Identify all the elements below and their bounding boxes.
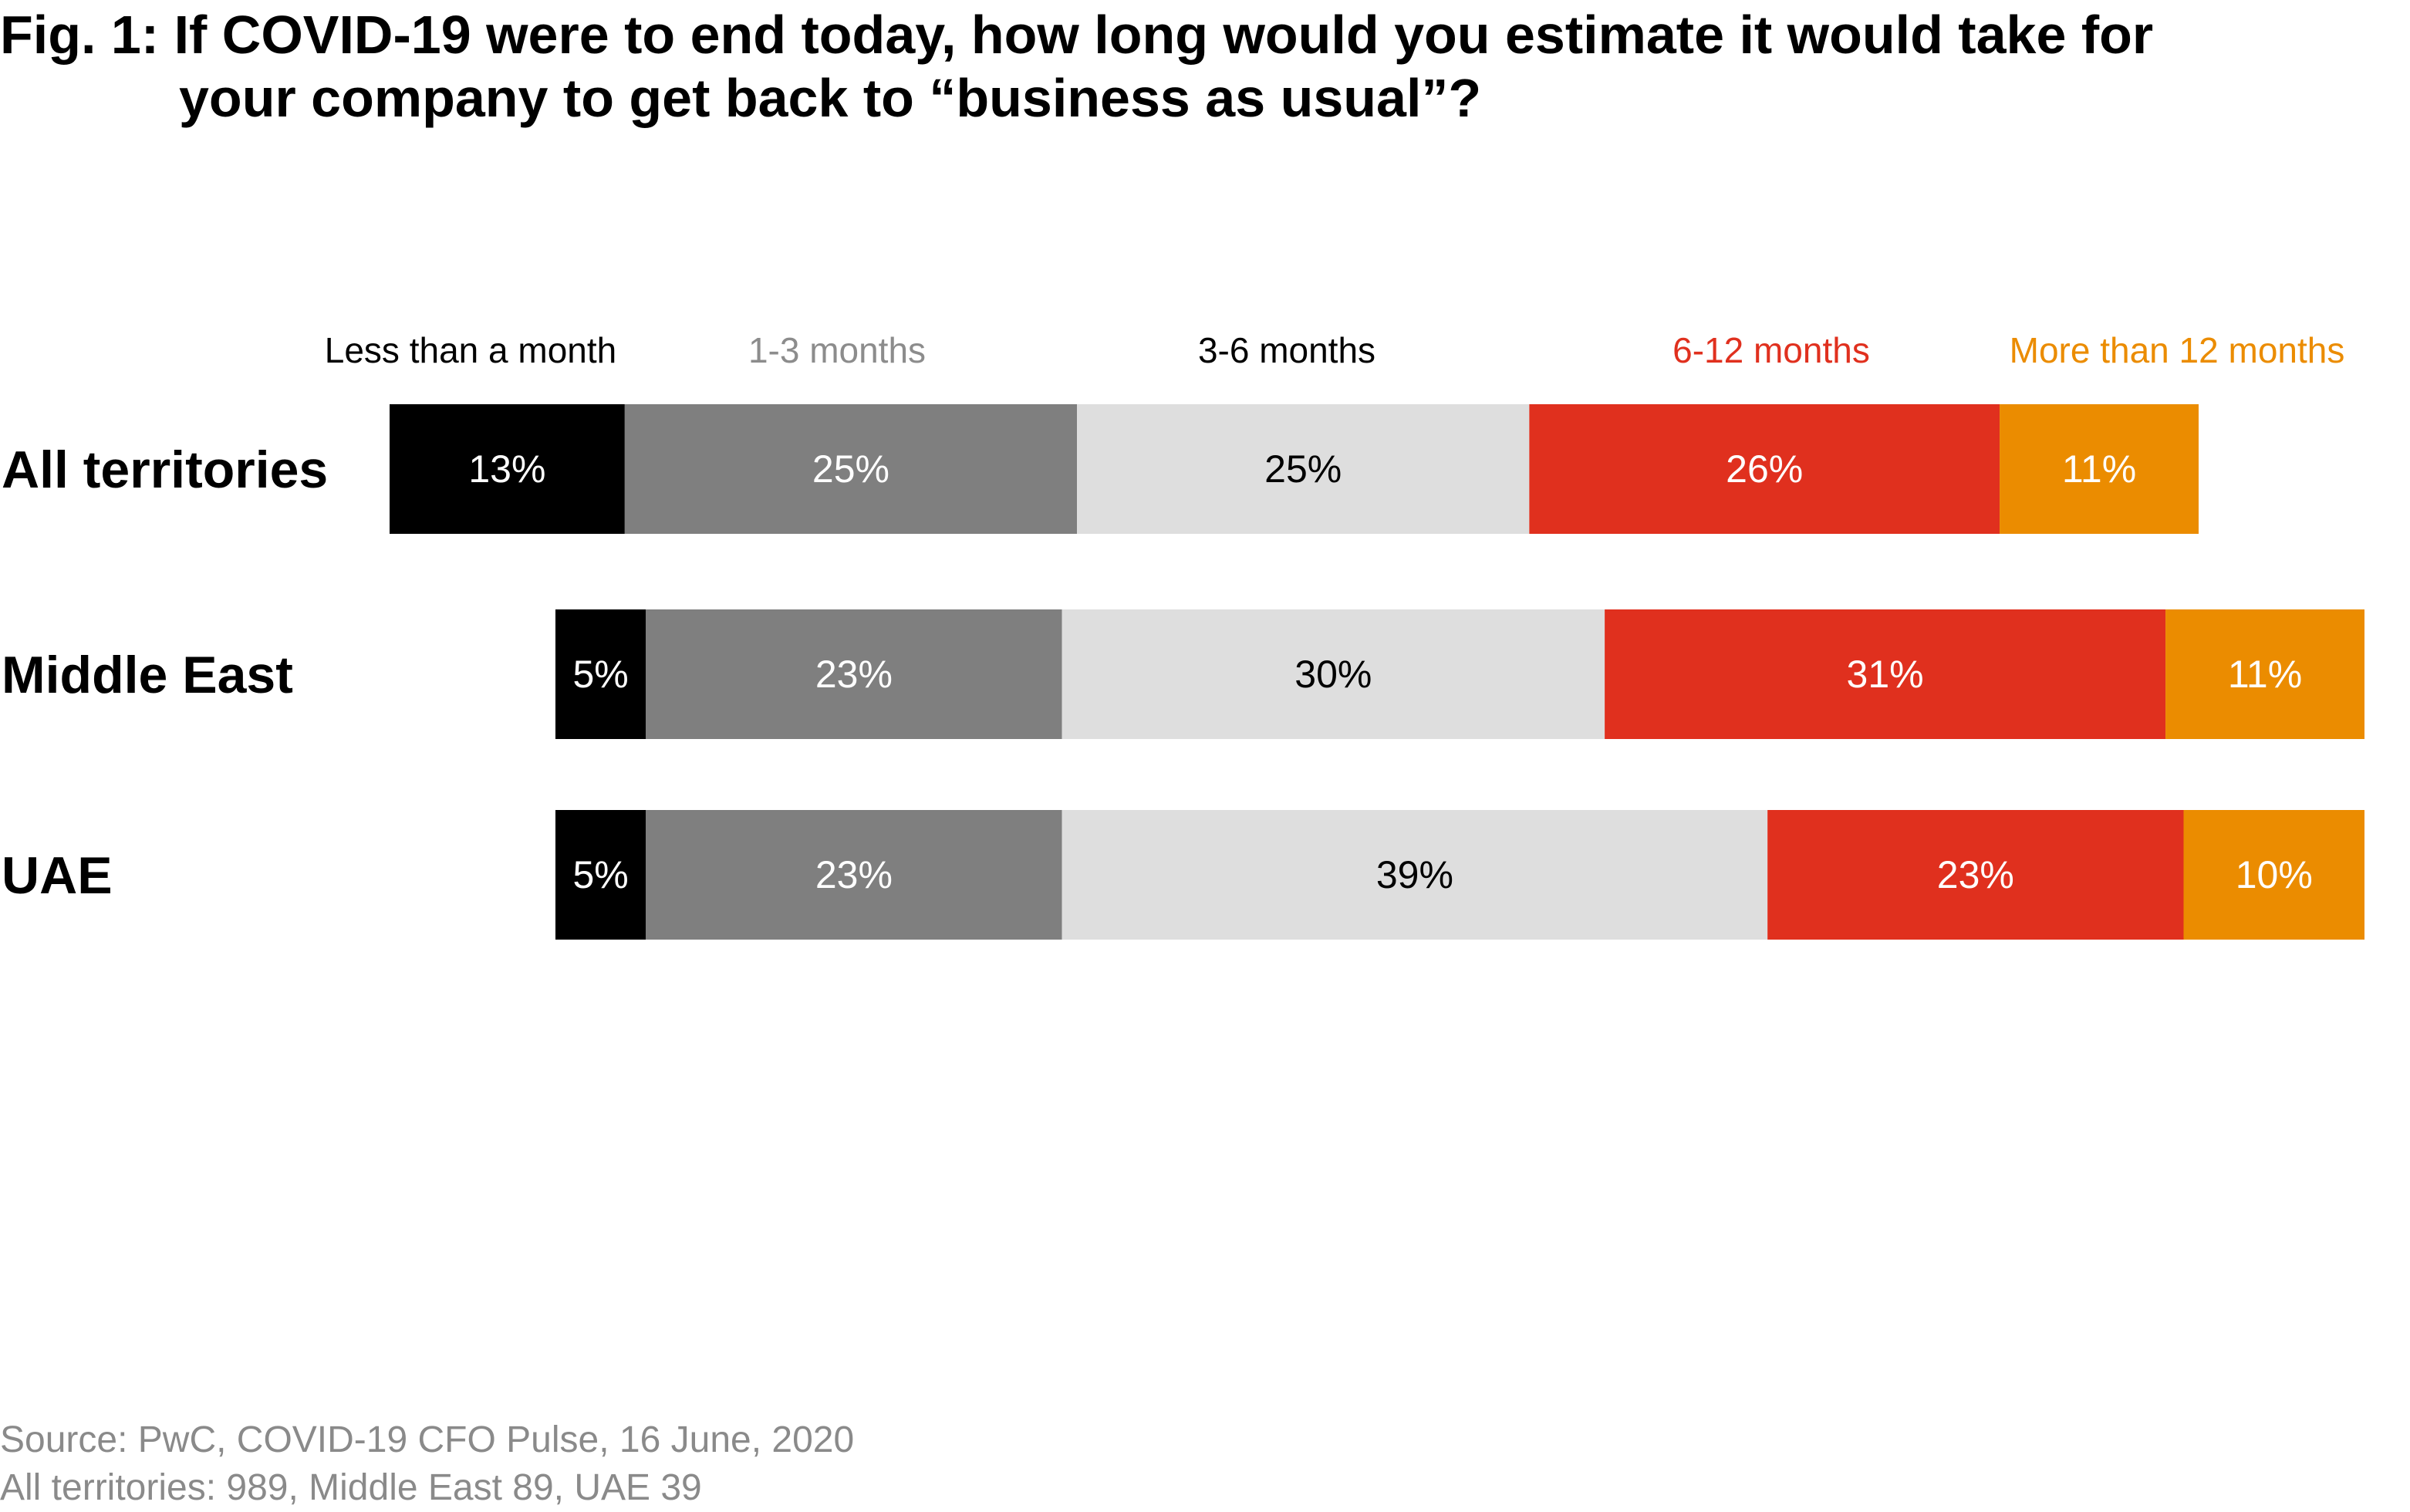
legend-item-3-6-months: 3-6 months bbox=[1198, 330, 1375, 370]
bar-segment-middle-east-less-than-a-month bbox=[555, 609, 646, 739]
data-label-all-territories-3-6-months: 25% bbox=[1264, 447, 1342, 491]
bar-segment-middle-east-6-12-months bbox=[1605, 609, 2166, 739]
bar-segment-all-territories-3-6-months bbox=[1077, 404, 1530, 534]
bar-segment-middle-east-more-than-12-months bbox=[2165, 609, 2364, 739]
category-label-middle-east: Middle East bbox=[2, 646, 293, 704]
figure-number: Fig. 1: bbox=[0, 5, 160, 65]
bar-segment-uae-3-6-months bbox=[1062, 810, 1768, 940]
stacked-bar-chart: Less than a month 1-3 months 3-6 months 6-1… bbox=[2, 330, 2364, 940]
data-label-all-territories-1-3-months: 25% bbox=[812, 447, 889, 491]
data-label-uae-3-6-months: 39% bbox=[1376, 853, 1453, 896]
data-label-middle-east-1-3-months: 23% bbox=[815, 653, 893, 696]
bar-row-uae: UAE 5% 23% 39% 23% 10% bbox=[2, 810, 2364, 940]
category-label-all-territories: All territories bbox=[2, 440, 328, 499]
bar-segment-all-territories-less-than-a-month bbox=[390, 404, 625, 534]
sample-size-line: All territories: 989, Middle East 89, UA… bbox=[0, 1467, 702, 1508]
category-label-uae: UAE bbox=[2, 846, 113, 905]
legend-item-6-12-months: 6-12 months bbox=[1672, 330, 1870, 370]
bar-segment-middle-east-1-3-months bbox=[646, 609, 1062, 739]
chart-title-line-1: Fig. 1: If COVID-19 were to end today, h… bbox=[0, 3, 2391, 66]
source-line: Source: PwC, COVID-19 CFO Pulse, 16 June… bbox=[0, 1419, 855, 1460]
bar-segment-all-territories-1-3-months bbox=[624, 404, 1078, 534]
legend-item-1-3-months: 1-3 months bbox=[748, 330, 926, 370]
chart-rows: All territories 13% 25% 25% 26% 11%Middle Eas… bbox=[2, 404, 2364, 940]
bar-segment-all-territories-6-12-months bbox=[1529, 404, 2000, 534]
data-label-all-territories-less-than-a-month: 13% bbox=[468, 447, 545, 491]
bar-segment-uae-6-12-months bbox=[1767, 810, 2184, 940]
chart-title-line-2: your company to get back to “business as… bbox=[179, 68, 1482, 128]
data-label-middle-east-3-6-months: 30% bbox=[1294, 653, 1372, 696]
bar-row-middle-east: Middle East 5% 23% 30% 31% 11% bbox=[2, 609, 2364, 739]
chart-title: Fig. 1: If COVID-19 were to end today, h… bbox=[0, 3, 2391, 130]
title-text-1: If COVID-19 were to end today, how long … bbox=[174, 5, 2154, 65]
legend-item-more-than-12-months: More than 12 months bbox=[2010, 330, 2345, 370]
chart-legend: Less than a month 1-3 months 3-6 months 6-1… bbox=[325, 330, 2345, 370]
data-label-middle-east-less-than-a-month: 5% bbox=[572, 653, 628, 696]
data-label-middle-east-6-12-months: 31% bbox=[1847, 653, 1924, 696]
data-label-all-territories-more-than-12-months: 11% bbox=[2062, 447, 2136, 491]
data-label-uae-6-12-months: 23% bbox=[1937, 853, 2014, 896]
source-note: Source: PwC, COVID-19 CFO Pulse, 16 June… bbox=[0, 1416, 854, 1512]
bar-segment-uae-more-than-12-months bbox=[2183, 810, 2364, 940]
data-label-middle-east-more-than-12-months: 11% bbox=[2228, 653, 2302, 696]
bar-segment-uae-1-3-months bbox=[646, 810, 1062, 940]
legend-item-less-than-a-month: Less than a month bbox=[325, 330, 616, 370]
bar-segment-middle-east-3-6-months bbox=[1062, 609, 1605, 739]
bar-segment-uae-less-than-a-month bbox=[555, 810, 646, 940]
data-label-uae-less-than-a-month: 5% bbox=[572, 853, 628, 896]
data-label-uae-more-than-12-months: 10% bbox=[2236, 853, 2313, 896]
bar-row-all-territories: All territories 13% 25% 25% 26% 11% bbox=[2, 404, 2199, 534]
data-label-uae-1-3-months: 23% bbox=[815, 853, 893, 896]
data-label-all-territories-6-12-months: 26% bbox=[1726, 447, 1803, 491]
bar-segment-all-territories-more-than-12-months bbox=[2000, 404, 2199, 534]
